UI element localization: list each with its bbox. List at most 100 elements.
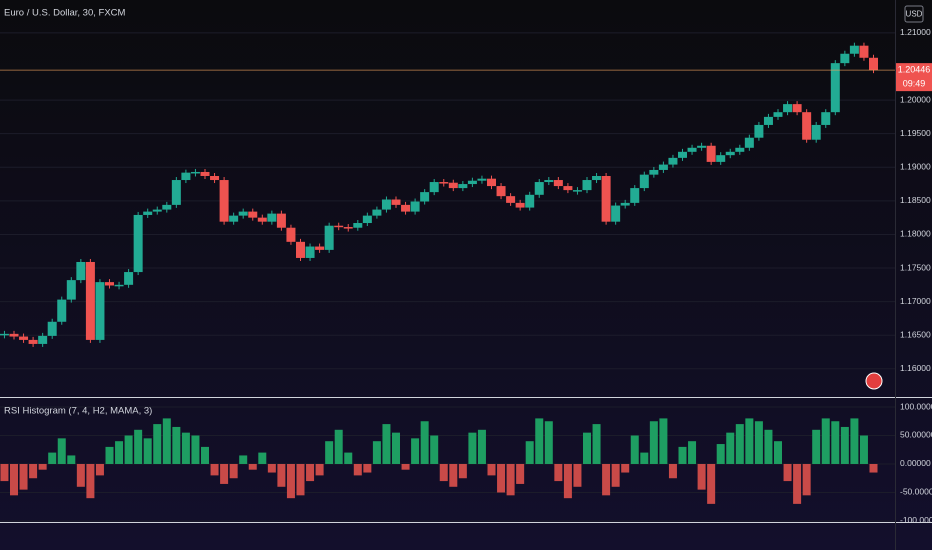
histogram-bar [850,418,859,464]
candle-body [76,261,86,281]
histogram-bar [124,435,133,464]
candle-body [181,172,191,181]
histogram-bar [487,463,496,476]
histogram-bar [659,418,668,464]
histogram-bar [76,463,85,487]
histogram-bar [754,421,763,464]
candle-body [811,124,821,140]
histogram-bar [162,418,171,464]
candle-body [649,169,659,175]
candle-body [401,204,411,212]
histogram-bar [67,455,76,464]
candle-body [429,182,439,193]
histogram-bar [392,432,400,464]
histogram-bar [573,463,582,487]
histogram-bar [764,429,773,464]
histogram-bar [372,441,381,464]
candle-body [162,204,172,210]
y-tick-label: 1.20000 [900,94,931,104]
histogram-bar [267,463,276,473]
histogram-bar [286,463,295,499]
candle-body [869,57,878,71]
candle-body [286,227,296,242]
grid [0,32,895,522]
histogram-bar [172,426,181,464]
y-tick-label: 1.16000 [900,363,931,373]
candle-body [448,182,458,189]
histogram-bar [306,463,315,482]
candle-body [754,124,764,138]
candle-body [95,282,105,340]
histogram-bar [38,463,47,470]
candle-body [849,45,859,54]
histogram-bar [201,446,209,464]
y-tick-label: 1.19000 [900,162,931,172]
currency[interactable]: USD [906,10,923,19]
histogram-bar [420,421,429,464]
histogram-bar [688,441,697,464]
candle-body [458,184,468,189]
y-tick-label: 1.18500 [900,195,931,205]
histogram-bar [57,438,66,464]
histogram-bar [859,435,868,464]
event-icon[interactable] [865,372,883,390]
histogram-bar [774,441,782,464]
histogram-bar [592,424,601,464]
candle-body [324,225,334,250]
histogram-bar [105,446,114,464]
candle-body [219,180,229,222]
histogram-bar [726,432,735,464]
candle-body [171,180,181,205]
y-tick-label: 50.00000 [900,430,932,440]
histogram-bar [210,463,219,476]
histogram-bar [10,463,18,496]
histogram-bar [229,463,238,479]
histogram-bar [716,444,725,464]
histogram-bar [181,432,190,464]
candle-body [582,180,592,191]
candle-body [353,223,363,228]
histogram-bar [277,463,286,487]
symbol-title: Euro / U.S. Dollar, 30, FXCM [4,8,126,19]
candle-body [210,175,220,181]
candle-body [315,246,325,250]
histogram-bar [258,452,267,464]
candle-body [515,202,525,208]
histogram-bar [19,463,28,490]
candle-body [200,171,210,176]
candle-body [343,227,353,229]
histogram-bar [697,463,706,490]
candle-body [467,180,477,185]
histogram-bar [315,463,324,476]
histogram-bar [649,421,658,464]
last-price-box [896,63,932,92]
histogram-bar [544,421,553,464]
candle-body [28,339,38,344]
candle-body [525,194,535,208]
histogram-bar [95,463,104,476]
candle-body [840,53,850,64]
histogram-bar [602,463,611,496]
histogram-bar [821,418,830,464]
candle-body [439,182,449,184]
histogram-bar [506,463,515,496]
histogram-bar [745,418,754,464]
candle-body [19,336,29,340]
candle-body [744,137,754,148]
histogram-bar [449,463,458,487]
histogram-bar [248,463,257,470]
histogram-bar [0,463,9,482]
candle-body [410,201,420,212]
histogram-bar [831,421,840,464]
histogram-bar [812,429,821,464]
histogram-bar [468,432,477,464]
candle-body [420,192,430,202]
candle-body [725,151,735,156]
histogram-bar [525,441,534,464]
candle-body [248,211,258,218]
histogram-bar [382,424,391,464]
histogram-bar [296,463,305,496]
candle-body [190,171,200,174]
currency-box[interactable] [904,5,924,23]
